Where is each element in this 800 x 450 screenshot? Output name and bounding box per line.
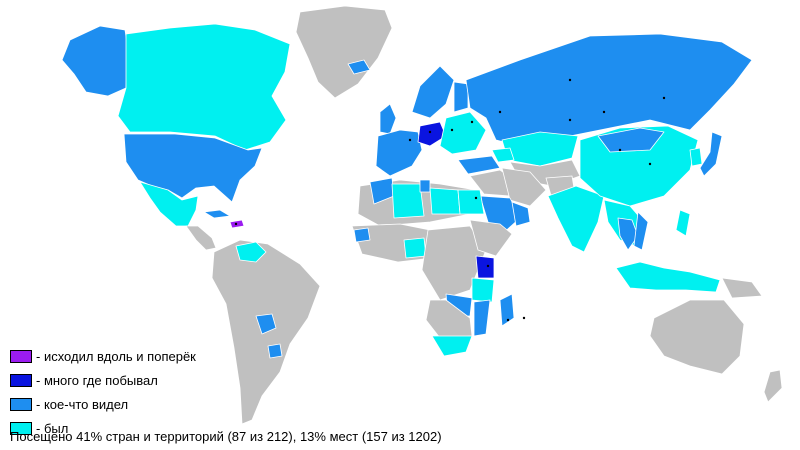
region-vietnam bbox=[633, 211, 649, 251]
region-mexico bbox=[139, 181, 199, 227]
region-paraguay bbox=[255, 313, 277, 335]
region-madagascar bbox=[499, 293, 515, 327]
city-dot bbox=[618, 148, 622, 152]
legend-swatch bbox=[10, 397, 32, 411]
city-dot bbox=[568, 78, 572, 82]
visit-statistics: Посещено 41% стран и территорий (87 из 2… bbox=[10, 429, 442, 444]
city-dot bbox=[602, 110, 606, 114]
region-central-africa bbox=[421, 225, 487, 301]
legend-label: - был bbox=[36, 420, 69, 436]
region-algeria bbox=[391, 183, 425, 219]
city-dot bbox=[648, 162, 652, 166]
region-india bbox=[547, 185, 605, 253]
region-greenland bbox=[295, 5, 393, 99]
legend-swatch bbox=[10, 373, 32, 387]
legend-item-many: - много где побывал bbox=[10, 370, 196, 390]
legend-label: - кое-что видел bbox=[36, 396, 129, 412]
city-dot bbox=[486, 264, 490, 268]
region-south-africa bbox=[431, 335, 473, 357]
legend-item-crossed: - исходил вдоль и поперёк bbox=[10, 346, 196, 366]
legend-label: - исходил вдоль и поперёк bbox=[36, 348, 196, 364]
region-turkey bbox=[457, 155, 501, 175]
region-tanzania bbox=[471, 277, 495, 303]
city-dot bbox=[474, 196, 478, 200]
region-uruguay bbox=[267, 343, 283, 359]
region-eastern-europe bbox=[439, 111, 487, 155]
city-dot bbox=[522, 316, 526, 320]
region-korea bbox=[689, 147, 703, 167]
region-russia bbox=[465, 33, 753, 147]
city-dot bbox=[498, 110, 502, 114]
city-dot bbox=[662, 96, 666, 100]
region-cuba bbox=[203, 209, 231, 219]
visited-place-markers bbox=[234, 78, 666, 322]
region-east-africa bbox=[469, 219, 513, 257]
legend-item-been: - был bbox=[10, 418, 196, 438]
region-germany bbox=[417, 121, 447, 147]
region-new-guinea bbox=[721, 277, 763, 299]
city-dot bbox=[506, 318, 510, 322]
region-kenya bbox=[475, 255, 495, 279]
region-tunisia bbox=[419, 179, 431, 193]
region-mozambique bbox=[473, 299, 491, 337]
city-dot bbox=[470, 120, 474, 124]
legend-swatch bbox=[10, 349, 32, 363]
city-dot bbox=[408, 138, 412, 142]
region-philippines bbox=[675, 209, 691, 237]
region-usa bbox=[123, 133, 263, 203]
region-egypt bbox=[457, 189, 485, 215]
region-alaska bbox=[61, 25, 129, 97]
region-western-europe bbox=[375, 129, 423, 177]
legend-swatch bbox=[10, 421, 32, 435]
legend-label: - много где побывал bbox=[36, 372, 158, 388]
city-dot bbox=[428, 130, 432, 134]
region-nigeria bbox=[403, 237, 427, 259]
region-scandinavia bbox=[411, 65, 455, 119]
region-uae-oman bbox=[511, 201, 531, 227]
region-finland bbox=[453, 81, 469, 113]
region-central-america bbox=[185, 225, 217, 251]
legend: - исходил вдоль и поперёк - много где по… bbox=[10, 346, 196, 442]
region-saudi-arabia bbox=[479, 195, 521, 237]
city-dot bbox=[234, 222, 238, 226]
city-dot bbox=[568, 118, 572, 122]
legend-item-some: - кое-что видел bbox=[10, 394, 196, 414]
region-canada bbox=[117, 23, 291, 151]
region-mongolia bbox=[597, 127, 665, 153]
region-venezuela bbox=[235, 241, 267, 263]
region-iceland bbox=[347, 59, 371, 75]
city-dot bbox=[450, 128, 454, 132]
region-australia bbox=[649, 299, 745, 375]
region-thailand-cambodia bbox=[617, 217, 639, 251]
region-japan bbox=[699, 131, 723, 177]
region-new-zealand bbox=[763, 369, 783, 403]
region-senegal bbox=[353, 227, 371, 243]
region-libya bbox=[429, 187, 461, 215]
region-indonesia bbox=[615, 261, 721, 293]
region-iran bbox=[501, 167, 547, 207]
region-uk bbox=[379, 103, 397, 135]
region-caucasus bbox=[491, 147, 515, 163]
